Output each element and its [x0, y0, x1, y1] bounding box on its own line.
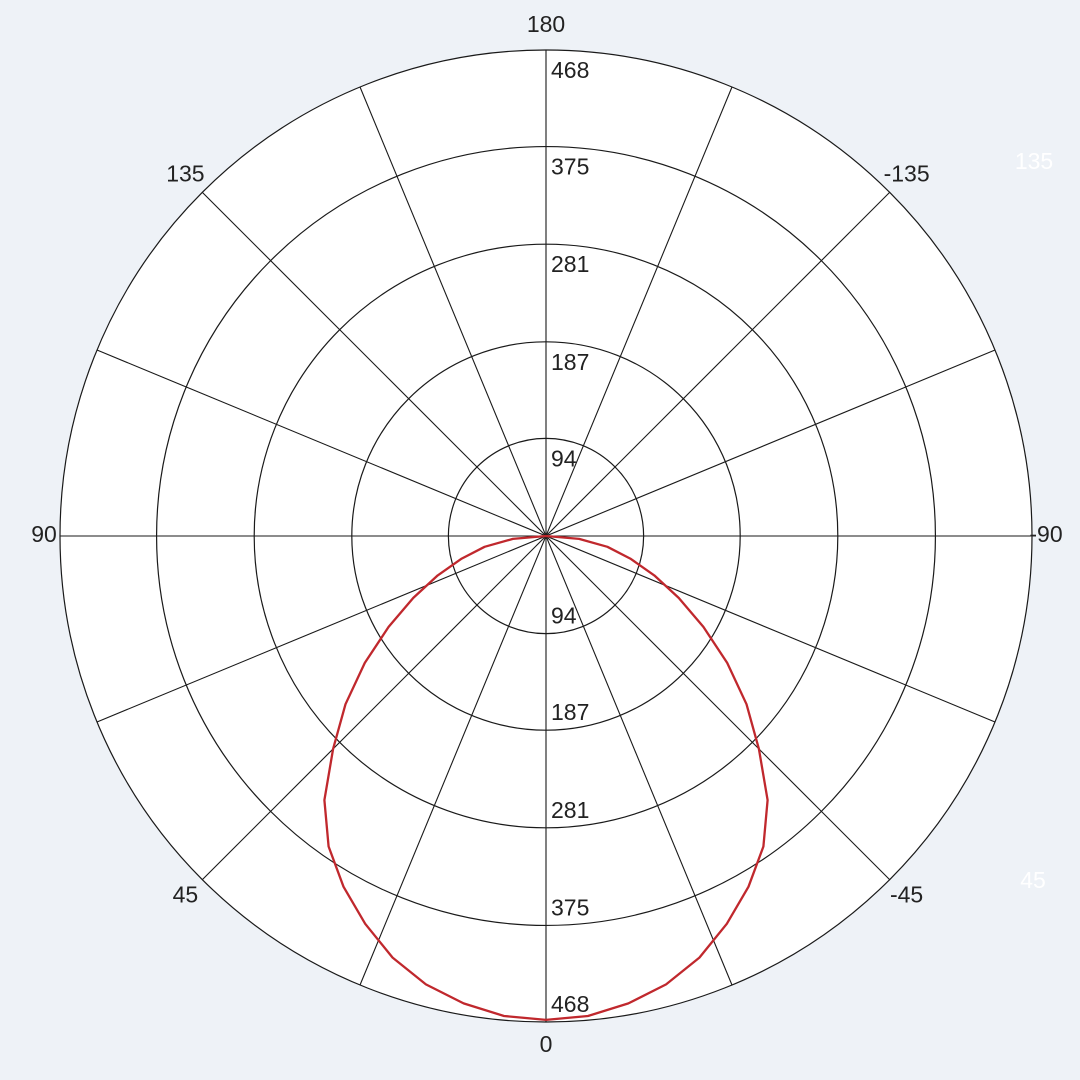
radial-tick-label: 375: [551, 894, 589, 920]
angle-tick-label: 45: [173, 882, 199, 908]
radial-tick-label: 375: [551, 154, 589, 180]
radial-tick-label: 281: [551, 797, 589, 823]
series-layer: [323, 534, 769, 1022]
angle-tick-label: 0: [540, 1031, 553, 1057]
radial-tick-label: 94: [551, 445, 577, 471]
intensity-curve: [323, 534, 769, 1022]
angle-tick-label: -135: [884, 160, 930, 186]
radial-tick-label: 281: [551, 251, 589, 277]
ghost-angle-label: 45: [1020, 867, 1046, 893]
angle-tick-label: 180: [527, 11, 565, 37]
radial-tick-label: 468: [551, 991, 589, 1017]
angle-tick-label: -45: [890, 882, 923, 908]
angle-tick-label: 135: [166, 160, 204, 186]
radial-tick-label: 187: [551, 699, 589, 725]
radial-tick-label: 94: [551, 603, 577, 629]
radial-tick-label: 468: [551, 57, 589, 83]
ghost-angle-label: 135: [1015, 148, 1053, 174]
angle-tick-label: -90: [1029, 521, 1062, 547]
angle-tick-label: 90: [31, 521, 57, 547]
labels-layer: 94 94 187 187 281 281 375 375 468 468 0 45 90 135 180 -…: [31, 11, 1062, 1057]
radial-tick-label: 187: [551, 349, 589, 375]
